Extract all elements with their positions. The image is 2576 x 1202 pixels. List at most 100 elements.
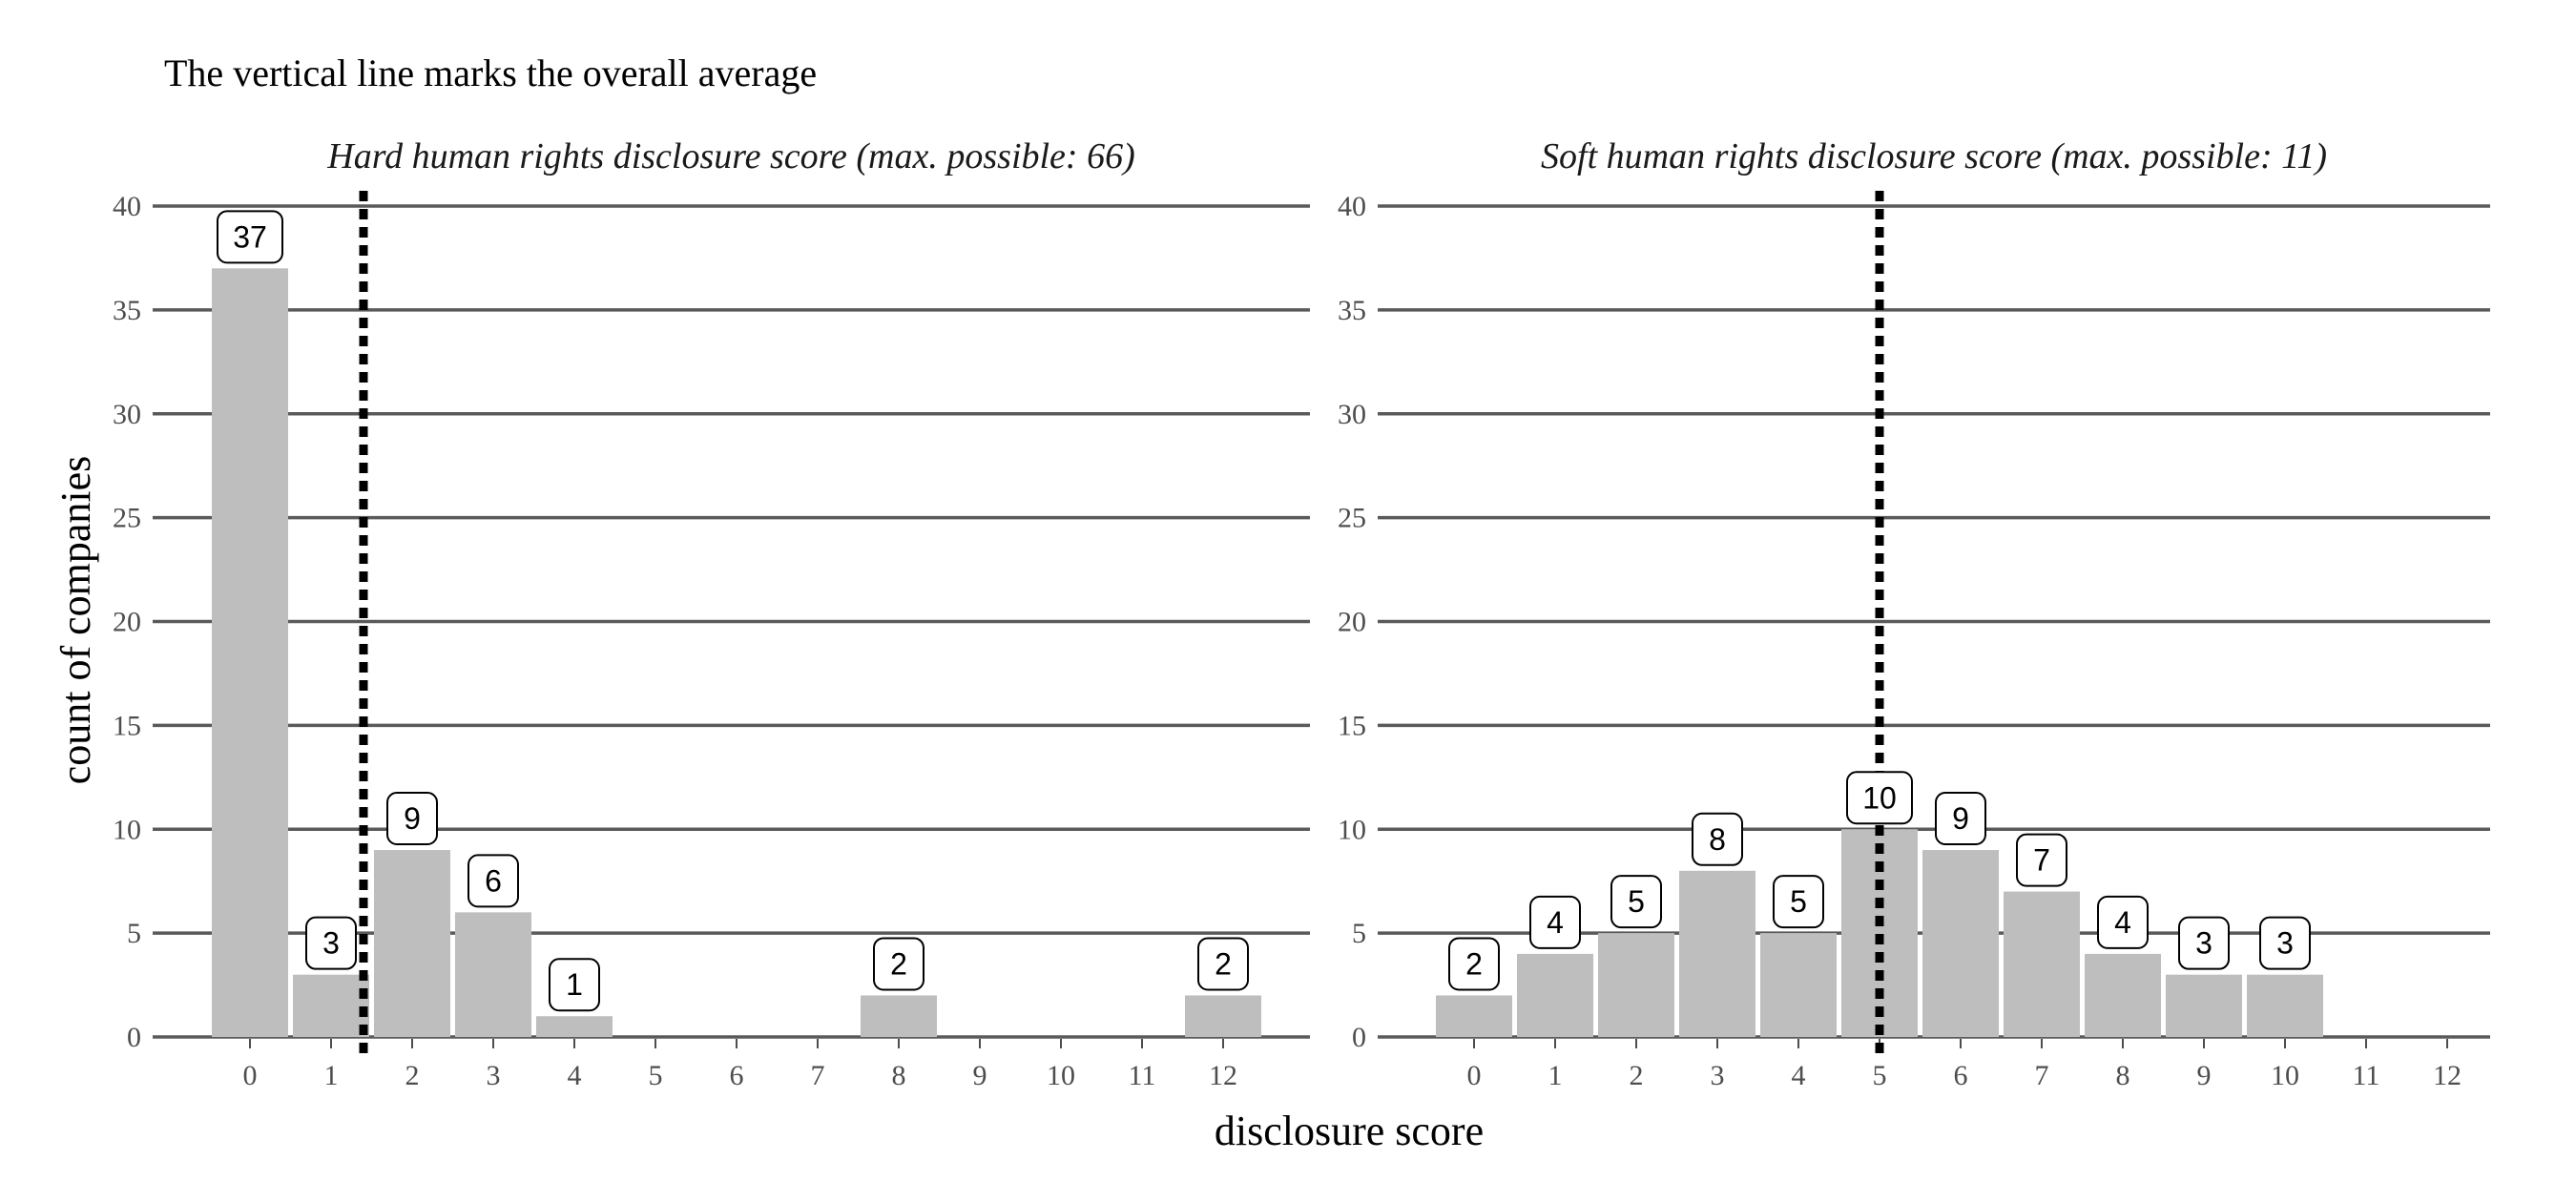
panel-soft-score: Soft human rights disclosure score (max.… [1338, 136, 2490, 1091]
y-tick-label: 25 [1338, 503, 1366, 534]
data-label: 10 [1846, 771, 1913, 825]
data-label: 4 [2097, 895, 2149, 949]
y-tick-label: 35 [113, 295, 141, 326]
panel-title: Soft human rights disclosure score (max.… [1541, 136, 2327, 176]
x-tick-label: 5 [649, 1060, 663, 1091]
x-tick-label: 2 [405, 1060, 420, 1091]
y-tick-label: 0 [127, 1022, 141, 1053]
x-tick-label: 10 [1047, 1060, 1075, 1091]
y-tick-label: 35 [1338, 295, 1366, 326]
bar [2004, 891, 2080, 1037]
bar [2166, 974, 2242, 1037]
data-label: 5 [1610, 875, 1662, 929]
svg-text:2: 2 [1215, 946, 1232, 981]
bar [212, 268, 288, 1037]
svg-text:3: 3 [2276, 926, 2294, 961]
y-axis-title: count of companies [52, 456, 99, 785]
data-label: 9 [1935, 792, 1986, 846]
x-tick-label: 0 [1467, 1060, 1482, 1091]
y-tick-label: 20 [1338, 607, 1366, 638]
y-tick-label: 40 [1338, 191, 1366, 222]
y-tick-label: 0 [1352, 1022, 1366, 1053]
y-tick-label: 5 [127, 918, 141, 949]
data-label: 5 [1773, 875, 1824, 929]
y-tick-label: 15 [113, 710, 141, 741]
x-tick-label: 9 [973, 1060, 987, 1091]
x-tick-label: 12 [2433, 1060, 2462, 1091]
data-label: 3 [305, 916, 357, 970]
panel-hard-score: Hard human rights disclosure score (max.… [113, 136, 1310, 1091]
y-tick-label: 15 [1338, 710, 1366, 741]
svg-text:1: 1 [566, 967, 583, 1002]
bar [293, 974, 369, 1037]
y-tick-label: 10 [113, 814, 141, 845]
data-label: 6 [467, 854, 519, 908]
chart-caption: The vertical line marks the overall aver… [164, 52, 817, 94]
svg-text:5: 5 [1790, 884, 1807, 919]
data-label: 8 [1692, 812, 1743, 866]
x-tick-label: 8 [892, 1060, 906, 1091]
bar [861, 995, 937, 1037]
svg-text:4: 4 [2114, 905, 2131, 940]
bar [1598, 933, 1674, 1037]
y-tick-label: 25 [113, 503, 141, 534]
svg-text:9: 9 [404, 801, 421, 836]
data-label: 2 [873, 937, 924, 991]
svg-text:9: 9 [1952, 801, 1969, 836]
svg-text:4: 4 [1547, 905, 1564, 940]
x-tick-label: 6 [730, 1060, 744, 1091]
y-tick-label: 30 [113, 399, 141, 430]
x-tick-label: 5 [1873, 1060, 1887, 1091]
x-tick-label: 11 [2353, 1060, 2380, 1091]
y-tick-label: 20 [113, 607, 141, 638]
svg-text:3: 3 [2195, 926, 2212, 961]
svg-text:5: 5 [1628, 884, 1645, 919]
x-tick-label: 8 [2116, 1060, 2130, 1091]
panel-title: Hard human rights disclosure score (max.… [326, 136, 1134, 176]
data-label: 1 [549, 958, 600, 1012]
x-tick-label: 12 [1209, 1060, 1237, 1091]
svg-text:2: 2 [1465, 946, 1483, 981]
bar [1436, 995, 1512, 1037]
x-tick-label: 7 [2035, 1060, 2049, 1091]
x-tick-label: 9 [2197, 1060, 2212, 1091]
data-label: 4 [1529, 895, 1581, 949]
x-tick-label: 4 [1792, 1060, 1806, 1091]
bar [2085, 953, 2161, 1037]
x-tick-label: 2 [1630, 1060, 1644, 1091]
svg-text:2: 2 [890, 946, 907, 981]
x-tick-label: 3 [487, 1060, 501, 1091]
bar [1760, 933, 1837, 1037]
bar [1841, 829, 1918, 1037]
bar [374, 850, 450, 1037]
x-tick-label: 3 [1711, 1060, 1725, 1091]
bar [1922, 850, 1999, 1037]
x-tick-label: 11 [1129, 1060, 1156, 1091]
x-tick-label: 4 [568, 1060, 582, 1091]
bar [2247, 974, 2323, 1037]
data-label: 3 [2178, 916, 2230, 970]
data-label: 37 [217, 210, 283, 264]
y-tick-label: 40 [113, 191, 141, 222]
x-tick-label: 10 [2271, 1060, 2299, 1091]
bar [1185, 995, 1261, 1037]
x-axis-title: disclosure score [1215, 1108, 1484, 1154]
x-tick-label: 1 [1548, 1060, 1563, 1091]
data-label: 2 [1197, 937, 1249, 991]
svg-text:7: 7 [2033, 843, 2050, 878]
x-tick-label: 6 [1954, 1060, 1968, 1091]
data-label: 2 [1448, 937, 1500, 991]
x-tick-label: 0 [243, 1060, 258, 1091]
svg-text:8: 8 [1709, 822, 1726, 857]
y-tick-label: 30 [1338, 399, 1366, 430]
y-tick-label: 10 [1338, 814, 1366, 845]
bar [536, 1016, 613, 1037]
svg-text:10: 10 [1862, 780, 1897, 815]
x-tick-label: 1 [324, 1060, 339, 1091]
bar [455, 912, 531, 1037]
svg-text:3: 3 [322, 926, 340, 961]
y-tick-label: 5 [1352, 918, 1366, 949]
bar [1679, 870, 1755, 1037]
data-label: 3 [2259, 916, 2311, 970]
